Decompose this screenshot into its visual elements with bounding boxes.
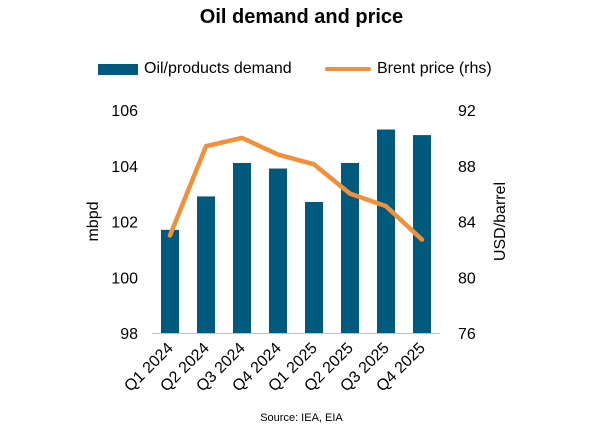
legend-item-brent: Brent price (rhs)	[325, 60, 492, 78]
legend-swatch-demand	[98, 63, 138, 75]
chart-title: Oil demand and price	[199, 6, 404, 28]
legend-swatch-brent	[325, 67, 371, 71]
y-tick-label: 98	[120, 326, 138, 343]
y-tick-label: 100	[111, 270, 138, 287]
y2-tick-label: 80	[458, 270, 476, 287]
y2-tick-label: 76	[458, 326, 476, 343]
legend-label-brent: Brent price (rhs)	[377, 60, 492, 77]
bar	[305, 201, 323, 333]
y-axis-title: mbpd	[85, 201, 102, 241]
bar	[341, 162, 359, 333]
brent-price-line	[167, 135, 425, 242]
y2-axis-title: USD/barrel	[492, 182, 509, 261]
bar	[413, 135, 431, 333]
y2-tick-label: 84	[458, 215, 476, 232]
bar	[233, 162, 251, 333]
y-tick-label: 102	[111, 215, 138, 232]
y2-tick-label: 88	[458, 159, 476, 176]
y-tick-label: 106	[111, 103, 138, 120]
legend-label-demand: Oil/products demand	[144, 60, 292, 77]
legend: Oil/products demand Brent price (rhs)	[0, 60, 603, 80]
y2-tick-label: 92	[458, 103, 476, 120]
bar	[161, 229, 179, 333]
source-note: Source: IEA, EIA	[260, 412, 343, 424]
bar	[197, 196, 215, 333]
legend-item-demand: Oil/products demand	[98, 60, 292, 78]
bar	[269, 168, 287, 333]
bar	[377, 129, 395, 333]
y-tick-label: 104	[111, 159, 138, 176]
